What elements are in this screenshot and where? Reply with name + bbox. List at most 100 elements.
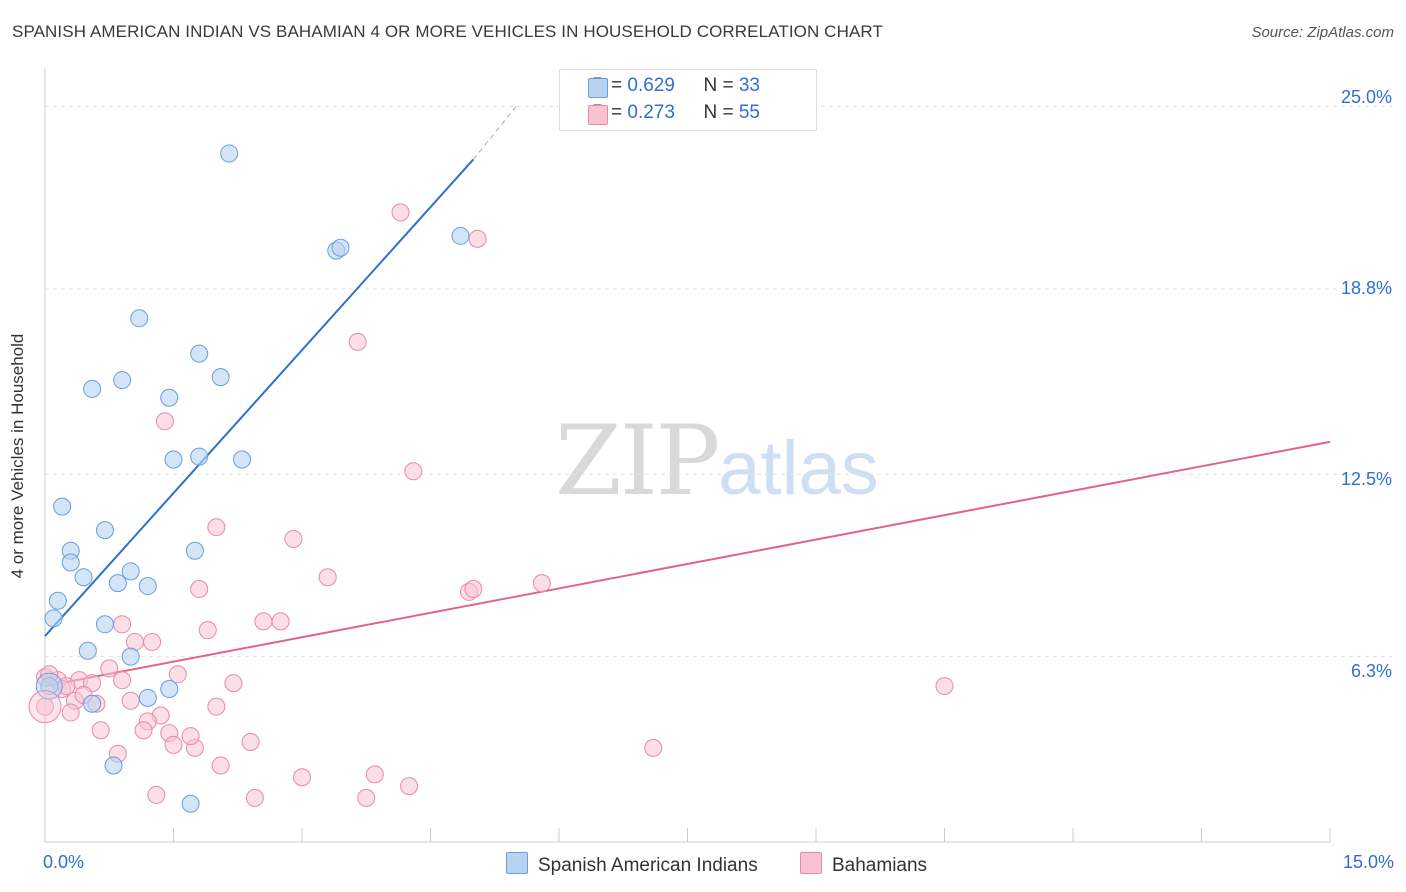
n-label: N =: [703, 75, 739, 96]
point-bahamians: [245, 788, 264, 807]
point-bahamians: [468, 229, 487, 248]
point-spanish-american-indians: [233, 450, 252, 469]
y-tick-label: 6.3%: [1350, 661, 1392, 681]
point-bahamians: [532, 574, 551, 593]
r-value: 0.273: [627, 102, 675, 123]
point-spanish-american-indians: [121, 562, 140, 581]
pink-swatch: [800, 852, 822, 874]
point-bahamians: [935, 677, 954, 696]
point-bahamians: [121, 691, 140, 710]
legend-item-bahamians[interactable]: Bahamians: [800, 852, 927, 877]
point-bahamians: [254, 612, 273, 631]
n-value: 55: [738, 102, 760, 123]
point-bahamians: [644, 738, 663, 757]
point-spanish-american-indians: [181, 794, 200, 813]
point-bahamians: [284, 529, 303, 548]
point-bahamians: [134, 721, 153, 740]
point-bahamians: [61, 703, 80, 722]
legend-row-pink: R = 0.273 N = 55: [586, 102, 760, 126]
point-bahamians: [348, 332, 367, 351]
point-spanish-american-indians: [121, 647, 140, 666]
point-spanish-american-indians: [108, 574, 127, 593]
n-value: 33: [738, 75, 760, 96]
point-bahamians: [113, 615, 132, 634]
point-bahamians: [100, 659, 119, 678]
point-spanish-american-indians: [130, 309, 149, 328]
point-bahamians: [464, 579, 483, 598]
point-spanish-american-indians: [83, 379, 102, 398]
point-spanish-american-indians: [95, 615, 114, 634]
point-bahamians: [271, 612, 290, 631]
x-tick-label: 0.0%: [43, 852, 85, 872]
chart-title: SPANISH AMERICAN INDIAN VS BAHAMIAN 4 OR…: [12, 22, 883, 41]
point-bahamians: [357, 788, 376, 807]
y-tick-label: 25.0%: [1340, 87, 1392, 107]
point-spanish-american-indians: [451, 226, 470, 245]
trend-line-bahamians: [44, 440, 1331, 688]
point-spanish-american-indians: [61, 553, 80, 572]
point-spanish-american-indians: [138, 688, 157, 707]
point-spanish-american-indians: [95, 521, 114, 540]
point-spanish-american-indians: [331, 238, 350, 257]
point-bahamians: [241, 732, 260, 751]
point-bahamians: [168, 665, 187, 684]
x-tick-label: 15.0%: [1342, 852, 1394, 872]
point-spanish-american-indians: [83, 694, 102, 713]
point-spanish-american-indians: [113, 371, 132, 390]
point-spanish-american-indians: [74, 568, 93, 587]
point-spanish-american-indians: [53, 497, 72, 516]
trend-line-spanish-american-indians: [44, 158, 475, 637]
trend-lines: [44, 106, 1331, 688]
point-bahamians: [404, 462, 423, 481]
point-bahamians: [293, 768, 311, 787]
point-spanish-american-indians: [160, 388, 179, 407]
stats-legend: R = 0.629 N = 33 R = 0.273 N = 55: [559, 69, 817, 131]
point-spanish-american-indians: [48, 591, 67, 610]
point-bahamians: [365, 765, 384, 784]
point-bahamians: [190, 579, 209, 598]
gridlines: [45, 105, 1392, 658]
point-bahamians: [224, 674, 243, 693]
watermark-atlas: atlas: [718, 426, 879, 511]
point-spanish-american-indians: [164, 450, 183, 469]
point-spanish-american-indians: [78, 641, 97, 660]
point-spanish-american-indians: [44, 609, 63, 628]
legend-label: Bahamians: [832, 855, 928, 876]
n-label: N =: [703, 102, 739, 123]
trend-line-extension: [472, 106, 517, 160]
data-points: [28, 144, 954, 813]
point-bahamians: [207, 697, 226, 716]
point-bahamians: [143, 632, 162, 651]
y-tick-label: 18.8%: [1340, 278, 1392, 298]
y-tick-label: 12.5%: [1340, 469, 1392, 489]
legend-label: Spanish American Indians: [538, 855, 758, 876]
watermark-zip: ZIP: [555, 405, 720, 517]
point-bahamians: [198, 621, 217, 640]
point-bahamians: [164, 735, 183, 754]
point-bahamians: [400, 777, 419, 796]
legend-item-spanish-american-indians[interactable]: Spanish American Indians: [506, 852, 758, 877]
point-spanish-american-indians: [211, 368, 230, 387]
y-axis-label: 4 or more Vehicles in Household: [8, 333, 27, 579]
point-bahamians: [91, 721, 110, 740]
legend-row-blue: R = 0.629 N = 33: [586, 75, 760, 99]
point-bahamians: [113, 671, 132, 690]
source-label: Source: ZipAtlas.com: [1251, 24, 1394, 41]
point-bahamians: [28, 690, 62, 724]
point-bahamians: [318, 568, 337, 587]
watermark: ZIPatlas: [555, 405, 879, 517]
point-spanish-american-indians: [220, 144, 239, 163]
blue-swatch: [506, 852, 528, 874]
pink-swatch: [588, 105, 608, 125]
point-bahamians: [207, 518, 226, 537]
point-bahamians: [181, 727, 200, 746]
point-spanish-american-indians: [190, 447, 209, 466]
point-spanish-american-indians: [138, 577, 157, 596]
point-bahamians: [211, 756, 230, 775]
point-spanish-american-indians: [185, 541, 204, 560]
r-value: 0.629: [627, 75, 675, 96]
point-bahamians: [147, 785, 166, 804]
point-spanish-american-indians: [190, 344, 209, 363]
point-bahamians: [391, 203, 410, 222]
blue-swatch: [588, 78, 608, 98]
